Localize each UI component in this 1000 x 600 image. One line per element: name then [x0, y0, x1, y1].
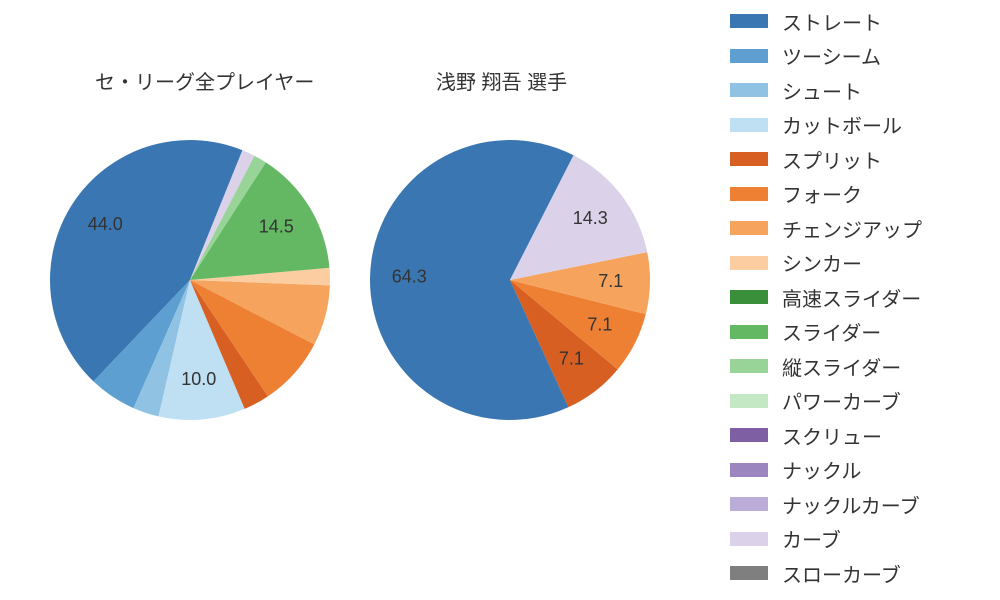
legend-label: ナックルカーブ [782, 490, 920, 519]
legend-item-split: スプリット [720, 142, 1000, 177]
legend-swatch [730, 394, 768, 408]
legend-swatch [730, 118, 768, 132]
legend-swatch [730, 566, 768, 580]
legend-label: 高速スライダー [782, 283, 921, 312]
legend-item-sinker: シンカー [720, 246, 1000, 281]
legend-label: ストレート [782, 7, 882, 36]
legend-swatch [730, 221, 768, 235]
pie-league: 44.0 10.0 14.5 [48, 138, 332, 422]
legend-label: カーブ [782, 524, 841, 553]
pie-label-cutball: 10.0 [181, 369, 216, 389]
legend-item-cutball: カットボール [720, 108, 1000, 143]
legend-swatch [730, 497, 768, 511]
legend-swatch [730, 359, 768, 373]
chart-title-league: セ・リーグ全プレイヤー [95, 66, 314, 95]
pie-label-split: 7.1 [559, 349, 584, 369]
legend-swatch [730, 256, 768, 270]
legend-label: シュート [782, 76, 862, 105]
pie-player: 64.37.17.17.114.3 [368, 138, 652, 422]
legend-swatch [730, 49, 768, 63]
legend-item-straight: ストレート [720, 4, 1000, 39]
legend-item-fork: フォーク [720, 177, 1000, 212]
pie-label-straight: 64.3 [392, 267, 427, 287]
legend-swatch [730, 532, 768, 546]
chart-title-player: 浅野 翔吾 選手 [436, 66, 567, 95]
legend-swatch [730, 152, 768, 166]
legend-swatch [730, 290, 768, 304]
legend-item-power_curve: パワーカーブ [720, 384, 1000, 419]
legend-label: スクリュー [782, 421, 882, 450]
legend-label: シンカー [782, 248, 862, 277]
legend-swatch [730, 83, 768, 97]
pie-label-slider: 14.5 [259, 217, 294, 237]
legend: ストレートツーシームシュートカットボールスプリットフォークチェンジアップシンカー… [720, 0, 1000, 591]
legend-item-changeup: チェンジアップ [720, 211, 1000, 246]
legend-item-knuckle_curve: ナックルカーブ [720, 487, 1000, 522]
legend-item-knuckle: ナックル [720, 453, 1000, 488]
legend-swatch [730, 14, 768, 28]
legend-label: パワーカーブ [782, 386, 901, 415]
legend-label: スプリット [782, 145, 882, 174]
pie-label-changeup: 7.1 [598, 271, 623, 291]
legend-item-slow_curve: スローカーブ [720, 556, 1000, 591]
legend-label: ナックル [782, 455, 861, 484]
legend-item-slider: スライダー [720, 315, 1000, 350]
legend-label: カットボール [782, 110, 902, 139]
legend-label: チェンジアップ [782, 214, 922, 243]
legend-item-fast_slider: 高速スライダー [720, 280, 1000, 315]
legend-swatch [730, 463, 768, 477]
legend-label: スローカーブ [782, 559, 901, 588]
legend-label: スライダー [782, 317, 881, 346]
legend-label: フォーク [782, 179, 862, 208]
legend-label: 縦スライダー [782, 352, 901, 381]
pie-label-straight: 44.0 [88, 214, 123, 234]
legend-label: ツーシーム [782, 41, 881, 70]
legend-swatch [730, 325, 768, 339]
legend-swatch [730, 428, 768, 442]
pie-label-fork: 7.1 [587, 314, 612, 334]
legend-item-v_slider: 縦スライダー [720, 349, 1000, 384]
legend-item-curve: カーブ [720, 522, 1000, 557]
chart-container: セ・リーグ全プレイヤー44.010.014.5浅野 翔吾 選手64.37.17.… [0, 0, 1000, 600]
legend-item-screw: スクリュー [720, 418, 1000, 453]
legend-swatch [730, 187, 768, 201]
legend-item-twoseam: ツーシーム [720, 39, 1000, 74]
legend-item-shoot: シュート [720, 73, 1000, 108]
pie-label-curve: 14.3 [573, 208, 608, 228]
